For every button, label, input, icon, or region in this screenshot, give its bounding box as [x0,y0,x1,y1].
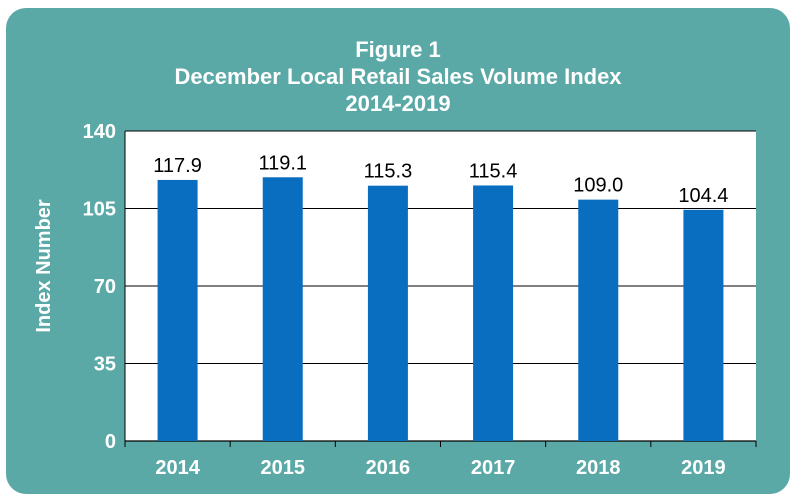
y-tick-label-70: 70 [94,276,116,298]
data-label-2014: 117.9 [153,155,202,177]
x-tick-label-2016: 2016 [366,457,411,479]
chart-subtitle: December Local Retail Sales Volume Index [174,64,622,89]
chart-titles: Figure 1 December Local Retail Sales Vol… [6,36,790,117]
x-tick-label-2019: 2019 [681,457,726,479]
data-label-2019: 104.4 [678,185,728,207]
bar-2019 [683,209,724,441]
x-tick-label-2015: 2015 [261,457,306,479]
y-tick-label-35: 35 [94,354,116,376]
bar-2015 [262,177,303,441]
chart-period: 2014-2019 [345,91,451,116]
x-tick-label-2014: 2014 [155,457,200,479]
y-axis-title: Index Number [33,199,55,333]
data-label-2016: 115.3 [364,161,413,183]
bar-2016 [367,185,408,441]
data-label-2017: 115.4 [469,160,518,182]
data-label-2018: 109.0 [573,175,623,197]
bar-2017 [473,185,514,441]
chart-title: Figure 1 [355,37,441,62]
x-tick-label-2017: 2017 [471,457,516,479]
x-tick-label-2018: 2018 [576,457,621,479]
bar-2014 [157,179,198,441]
data-label-2015: 119.1 [258,152,307,174]
bar-2018 [578,199,619,441]
y-tick-label-0: 0 [105,431,116,453]
y-tick-label-140: 140 [83,121,116,143]
y-tick-label-105: 105 [83,199,116,221]
